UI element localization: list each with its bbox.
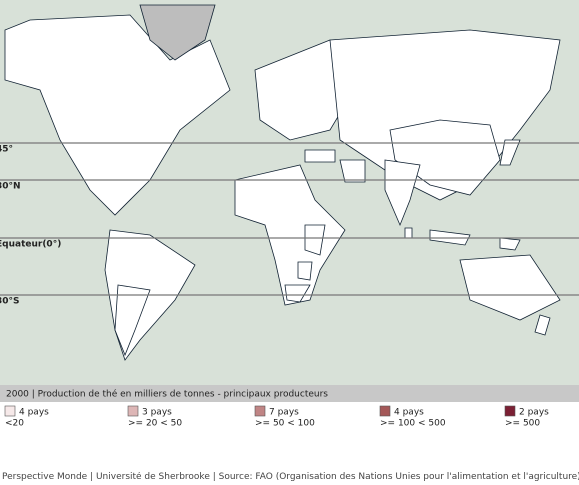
legend: 4 pays<203 pays>= 20 < 507 pays>= 50 < 1…: [4, 405, 549, 429]
malawi: [297, 261, 313, 281]
india: [384, 159, 421, 227]
legend-range: >= 500: [505, 419, 540, 429]
australia: [459, 254, 561, 321]
sri-lanka: [404, 227, 413, 239]
footer: Perspective Monde | Université de Sherbr…: [2, 472, 579, 482]
kenya: [304, 224, 326, 256]
legend-bar: [0, 385, 579, 402]
iran: [339, 159, 366, 183]
argentina: [114, 284, 151, 357]
legend-count: 2 pays: [519, 408, 549, 418]
legend-swatch: [4, 405, 16, 417]
legend-count: 3 pays: [142, 408, 172, 418]
legend-swatch: [127, 405, 139, 417]
papua: [499, 237, 521, 251]
legend-range: >= 50 < 100: [255, 419, 315, 429]
latitude-lines: 45° 30°N Equateur(0°) 30°S: [0, 142, 579, 307]
new-zealand: [534, 314, 551, 336]
greenland: [139, 4, 216, 61]
legend-swatch: [379, 405, 391, 417]
japan: [499, 139, 521, 166]
legend-range: >= 20 < 50: [128, 419, 182, 429]
legend-count: 4 pays: [19, 408, 49, 418]
map-figure: 45° 30°N Equateur(0°) 30°S 2000 | Productio…: [0, 0, 579, 429]
legend-swatch: [254, 405, 266, 417]
latitude-label: 30°S: [0, 297, 20, 307]
legend-count: 4 pays: [394, 408, 424, 418]
latitude-label: 45°: [0, 145, 13, 155]
legend-range: >= 100 < 500: [380, 419, 446, 429]
turkey: [304, 149, 336, 163]
producers: [114, 119, 521, 357]
legend-swatch: [504, 405, 516, 417]
legend-title: 2000 | Production de thé en milliers de …: [6, 389, 328, 400]
latitude-label: Equateur(0°): [0, 240, 61, 250]
africa: [234, 164, 346, 306]
legend-count: 7 pays: [269, 408, 299, 418]
legend-range: <20: [5, 419, 24, 429]
latitude-label: 30°N: [0, 182, 21, 192]
continents: [4, 4, 561, 361]
